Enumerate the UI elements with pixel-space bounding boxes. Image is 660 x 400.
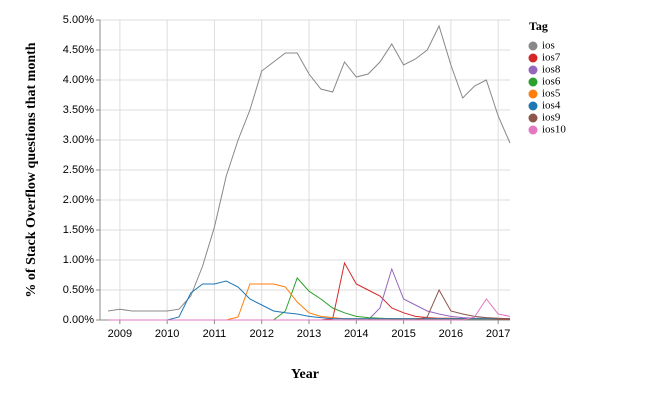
y-tick-label: 3.50% [63,104,94,116]
x-tick-label: 2017 [486,328,510,340]
legend-swatch [528,77,538,87]
y-axis-title: % of Stack Overflow questions that month [24,42,39,297]
legend-label: ios7 [542,52,561,64]
series-line [108,280,510,321]
y-tick-label: 0.00% [63,314,94,326]
legend-label: ios8 [542,64,561,76]
legend-label: ios10 [542,124,566,136]
x-tick-label: 2011 [203,328,227,340]
legend-swatch [528,53,538,63]
legend-label: ios4 [542,100,561,112]
y-tick-label: 2.00% [63,194,94,206]
y-tick-label: 1.00% [63,254,94,266]
legend-label: ios9 [542,112,561,124]
legend-label: ios6 [542,76,561,88]
legend-label: ios [542,40,555,52]
x-tick-label: 2014 [344,328,368,340]
y-tick-label: 1.50% [63,224,94,236]
y-tick-label: 3.00% [63,134,94,146]
y-tick-label: 4.00% [63,74,94,86]
legend-swatch [528,125,538,135]
y-tick-label: 4.50% [63,44,94,56]
y-tick-label: 2.50% [63,164,94,176]
legend-swatch [528,89,538,99]
x-tick-label: 2016 [439,328,463,340]
legend-swatch [528,101,538,111]
legend-swatch [528,41,538,51]
y-tick-label: 5.00% [63,14,94,26]
legend-swatch [528,113,538,123]
series-line [108,298,511,321]
x-tick-label: 2012 [249,328,273,340]
x-tick-label: 2009 [108,328,132,340]
x-axis-title: Year [291,367,319,382]
x-tick-label: 2015 [391,328,415,340]
y-tick-label: 0.50% [63,284,94,296]
legend-swatch [528,65,538,75]
x-tick-label: 2010 [155,328,179,340]
series-line [107,24,511,312]
legend-label: ios5 [542,88,561,100]
legend-title: Tag [529,19,548,33]
x-tick-label: 2013 [297,328,321,340]
